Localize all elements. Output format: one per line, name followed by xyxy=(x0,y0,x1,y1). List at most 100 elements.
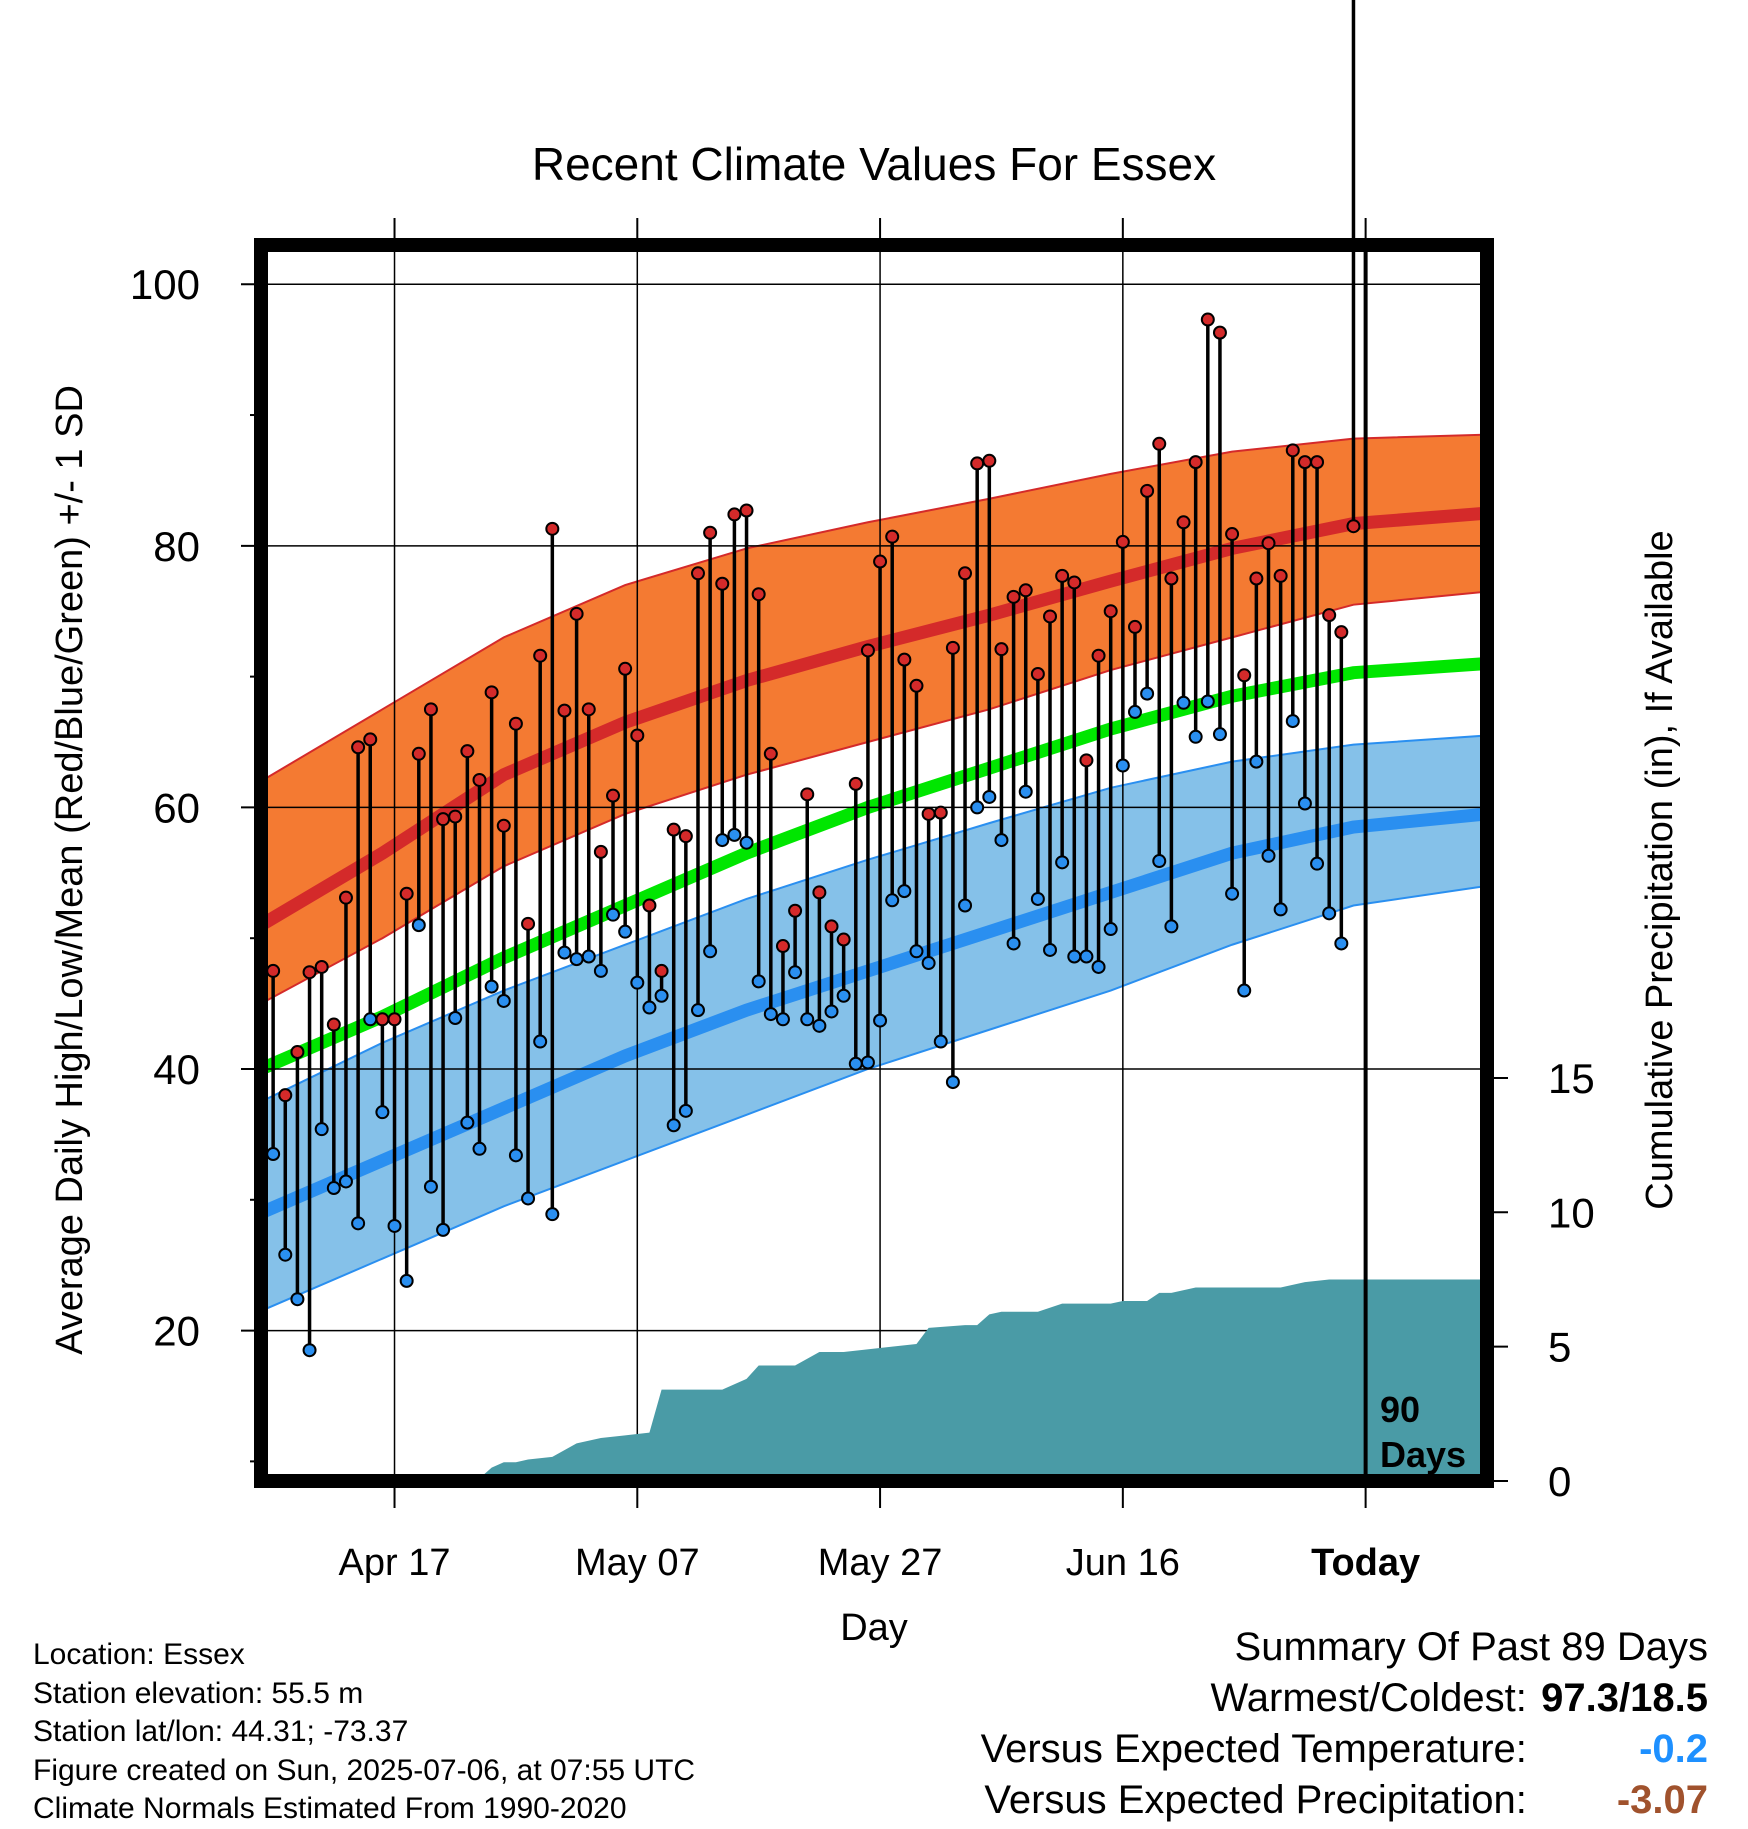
observations xyxy=(266,0,1361,1358)
high-point xyxy=(1043,609,1058,624)
low-point xyxy=(266,1147,281,1162)
high-point xyxy=(885,529,900,544)
high-point xyxy=(727,507,742,522)
plot-frame xyxy=(254,238,1494,1488)
low-point xyxy=(654,988,669,1003)
low-point xyxy=(715,833,730,848)
station-info: Location: Essex Station elevation: 55.5 … xyxy=(33,1636,695,1829)
high-point xyxy=(739,503,754,518)
low-point xyxy=(1334,936,1349,951)
low-point xyxy=(314,1122,329,1137)
low-point xyxy=(1140,686,1155,701)
high-point xyxy=(654,963,669,978)
high-point xyxy=(1212,325,1227,340)
high-point xyxy=(1188,455,1203,470)
high-point xyxy=(1055,568,1070,583)
y-axis-label: Average Daily High/Low/Mean (Red/Blue/Gr… xyxy=(49,385,91,1355)
location-text: Location: Essex xyxy=(33,1638,245,1671)
high-point xyxy=(266,963,281,978)
high-point xyxy=(982,453,997,468)
low-point xyxy=(606,907,621,922)
low-point xyxy=(1127,704,1142,719)
high-point xyxy=(557,703,572,718)
high-point xyxy=(666,822,681,837)
low-point xyxy=(387,1218,402,1233)
low-point xyxy=(557,945,572,960)
low-point xyxy=(1091,959,1106,974)
high-point xyxy=(1285,443,1300,458)
high-point xyxy=(630,728,645,743)
low-point xyxy=(1273,902,1288,917)
low-point xyxy=(1212,727,1227,742)
low-point xyxy=(824,1004,839,1019)
low-point xyxy=(836,988,851,1003)
plot-border xyxy=(254,238,1494,1488)
low-point xyxy=(569,952,584,967)
high-point xyxy=(326,1017,341,1032)
high-point xyxy=(484,685,499,700)
low-point xyxy=(945,1075,960,1090)
high-point xyxy=(678,829,693,844)
high-point xyxy=(933,805,948,820)
y2-axis-label: Cumulative Precipitation (in), If Availa… xyxy=(1639,530,1681,1209)
low-point xyxy=(1018,784,1033,799)
normal-bands xyxy=(257,433,1488,1313)
high-point xyxy=(1127,619,1142,634)
high-point xyxy=(994,642,1009,657)
high-point xyxy=(436,812,451,827)
low-point xyxy=(800,1012,815,1027)
high-point xyxy=(1334,625,1349,640)
high-point xyxy=(411,746,426,761)
chart-title: Recent Climate Values For Essex xyxy=(532,138,1216,190)
low-point xyxy=(521,1191,536,1206)
low-point xyxy=(581,949,596,964)
high-point xyxy=(618,661,633,676)
precip-anomaly-value: -3.07 xyxy=(1616,1778,1708,1822)
high-point xyxy=(763,746,778,761)
high-point xyxy=(1006,589,1021,604)
y2-tick-label: 5 xyxy=(1548,1324,1571,1371)
low-point xyxy=(593,963,608,978)
low-point xyxy=(775,1012,790,1027)
high-point xyxy=(569,606,584,621)
low-point xyxy=(1176,695,1191,710)
created-text: Figure created on Sun, 2025-07-06, at 07… xyxy=(33,1753,696,1787)
high-point xyxy=(1140,483,1155,498)
high-point xyxy=(812,885,827,900)
low-point xyxy=(533,1034,548,1049)
high-point xyxy=(945,640,960,655)
high-point xyxy=(593,844,608,859)
low-point xyxy=(666,1118,681,1133)
high-point xyxy=(338,890,353,905)
high-point xyxy=(1079,753,1094,768)
low-point xyxy=(326,1181,341,1196)
low-point xyxy=(1067,949,1082,964)
y2-tick-label: 10 xyxy=(1548,1189,1595,1236)
high-point xyxy=(751,587,766,602)
high-point xyxy=(375,1012,390,1027)
high-point xyxy=(1200,312,1215,327)
low-point xyxy=(1200,694,1215,709)
high-point xyxy=(1030,667,1045,682)
low-point xyxy=(860,1055,875,1070)
high-point xyxy=(860,643,875,658)
high-point xyxy=(1237,668,1252,683)
y-tick-label: 20 xyxy=(153,1308,200,1355)
high-point xyxy=(581,702,596,717)
high-point xyxy=(1164,571,1179,586)
low-point xyxy=(1225,886,1240,901)
high-point xyxy=(897,652,912,667)
low-point xyxy=(545,1207,560,1222)
low-point xyxy=(423,1179,438,1194)
high-point xyxy=(1297,455,1312,470)
low-point xyxy=(873,1013,888,1028)
today-annotation-line2: Days xyxy=(1380,1434,1466,1475)
high-point xyxy=(921,806,936,821)
low-point xyxy=(1055,855,1070,870)
low-point xyxy=(1237,983,1252,998)
high-point xyxy=(824,919,839,934)
low-point xyxy=(885,893,900,908)
low-point xyxy=(1164,919,1179,934)
precip-cumulative-area xyxy=(261,1279,1487,1481)
low-point xyxy=(909,944,924,959)
